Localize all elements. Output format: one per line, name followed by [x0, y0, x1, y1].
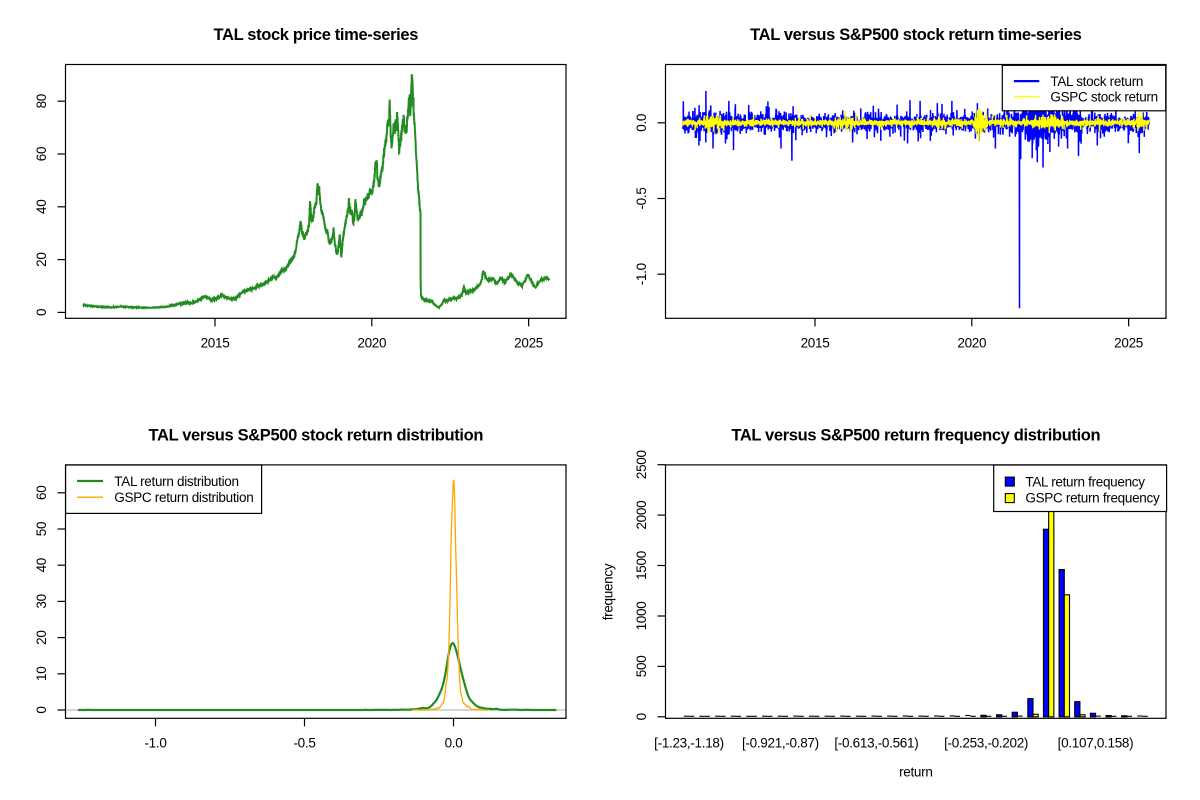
svg-text:2015: 2015 [201, 336, 230, 351]
svg-text:2025: 2025 [1114, 336, 1143, 351]
svg-text:0.0: 0.0 [634, 114, 649, 132]
svg-text:[-0.253,-0.202): [-0.253,-0.202) [944, 736, 1028, 751]
svg-text:2015: 2015 [801, 336, 830, 351]
svg-text:TAL return frequency: TAL return frequency [1025, 474, 1145, 489]
svg-text:2025: 2025 [514, 336, 543, 351]
svg-text:20: 20 [34, 252, 49, 266]
svg-text:[-0.613,-0.561): [-0.613,-0.561) [834, 736, 918, 751]
svg-text:2020: 2020 [357, 336, 386, 351]
svg-text:1500: 1500 [634, 551, 649, 580]
svg-text:TAL versus S&P500 stock return: TAL versus S&P500 stock return distribut… [149, 427, 484, 445]
svg-text:TAL versus S&P500 stock return: TAL versus S&P500 stock return time-seri… [750, 26, 1082, 44]
svg-text:10: 10 [34, 667, 49, 681]
svg-text:return: return [899, 765, 932, 780]
svg-text:GSPC return frequency: GSPC return frequency [1025, 491, 1160, 506]
svg-text:0: 0 [634, 713, 649, 720]
svg-text:40: 40 [34, 558, 49, 572]
svg-text:TAL versus S&P500 return frequ: TAL versus S&P500 return frequency distr… [731, 427, 1100, 445]
svg-text:20: 20 [34, 630, 49, 644]
svg-text:-0.5: -0.5 [634, 187, 649, 209]
svg-text:TAL return distribution: TAL return distribution [114, 474, 238, 489]
svg-text:TAL stock return: TAL stock return [1050, 74, 1143, 89]
svg-text:2000: 2000 [634, 501, 649, 530]
svg-text:[0.107,0.158): [0.107,0.158) [1058, 736, 1134, 751]
svg-text:-0.5: -0.5 [293, 736, 315, 751]
svg-text:0: 0 [34, 309, 49, 316]
svg-text:[-0.921,-0.87): [-0.921,-0.87) [742, 736, 819, 751]
svg-text:-1.0: -1.0 [144, 736, 166, 751]
svg-text:0: 0 [34, 706, 49, 713]
svg-text:-1.0: -1.0 [634, 263, 649, 285]
svg-text:TAL stock price time-series: TAL stock price time-series [214, 26, 419, 44]
svg-text:[-1.23,-1.18): [-1.23,-1.18) [654, 736, 724, 751]
svg-text:0.0: 0.0 [445, 736, 463, 751]
svg-text:1000: 1000 [634, 602, 649, 631]
svg-text:30: 30 [34, 594, 49, 608]
svg-text:50: 50 [34, 522, 49, 536]
svg-text:80: 80 [34, 94, 49, 108]
svg-text:2500: 2500 [634, 450, 649, 479]
svg-text:GSPC return distribution: GSPC return distribution [114, 490, 253, 505]
svg-text:frequency: frequency [601, 563, 616, 620]
svg-text:60: 60 [34, 486, 49, 500]
svg-text:2020: 2020 [957, 336, 986, 351]
svg-text:60: 60 [34, 147, 49, 161]
svg-text:GSPC stock return: GSPC stock return [1050, 89, 1157, 104]
svg-text:40: 40 [34, 200, 49, 214]
svg-text:500: 500 [634, 656, 649, 678]
